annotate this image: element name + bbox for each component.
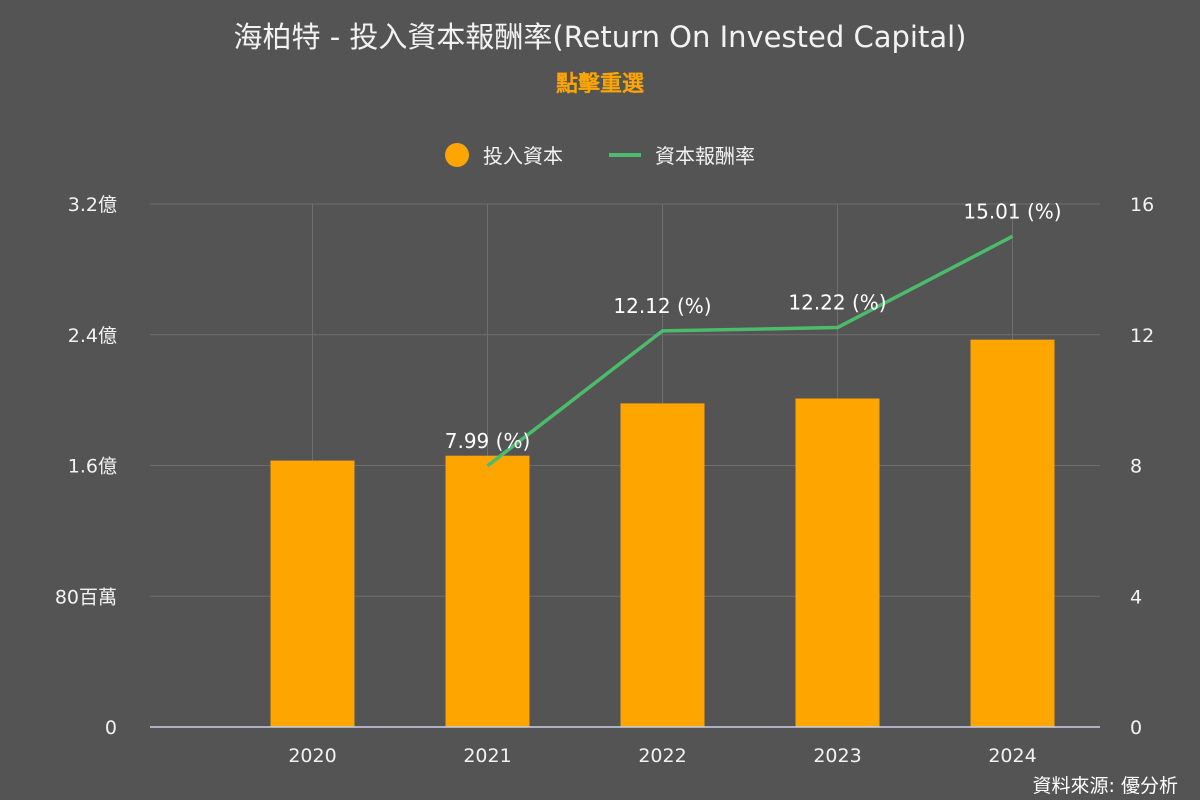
y-left-tick-label: 80百萬 — [55, 586, 117, 608]
roic-data-label: 15.01 (%) — [963, 199, 1061, 223]
bar-2020 — [270, 460, 355, 727]
bar-series-swatch-icon — [445, 142, 469, 167]
roic-data-label: 12.12 (%) — [613, 294, 711, 318]
line-series-swatch-icon — [609, 152, 641, 157]
legend-label-roic: 資本報酬率 — [655, 144, 755, 168]
roic-data-label: 12.22 (%) — [788, 291, 886, 315]
y-right-tick-label: 8 — [1130, 456, 1142, 478]
x-tick-label: 2024 — [988, 745, 1036, 767]
y-right-tick-label: 12 — [1130, 325, 1154, 347]
chart-legend: 投入資本 資本報酬率 — [0, 140, 1200, 169]
reselect-link[interactable]: 點擊重選 — [555, 72, 644, 97]
x-tick-label: 2020 — [288, 745, 336, 767]
y-left-tick-label: 2.4億 — [68, 325, 117, 347]
y-left-tick-label: 3.2億 — [68, 194, 117, 216]
roic-line — [486, 234, 1014, 468]
roic-data-label: 7.99 (%) — [445, 429, 531, 453]
y-right-tick-label: 4 — [1130, 586, 1142, 608]
bar-2023 — [795, 398, 880, 727]
x-tick-label: 2021 — [463, 745, 511, 767]
legend-label-invested-capital: 投入資本 — [483, 144, 563, 168]
y-left-tick-label: 1.6億 — [68, 456, 117, 478]
legend-item-invested-capital[interactable]: 投入資本 — [445, 140, 563, 169]
x-tick-label: 2022 — [638, 745, 686, 767]
bar-2021 — [445, 455, 530, 727]
y-right-tick-label: 0 — [1130, 717, 1142, 739]
legend-item-roic[interactable]: 資本報酬率 — [609, 140, 755, 169]
y-left-tick-label: 0 — [105, 717, 117, 739]
data-source: 資料來源: 優分析 — [1032, 775, 1178, 797]
chart-title: 海柏特 - 投入資本報酬率(Return On Invested Capital… — [233, 20, 967, 54]
bar-2024 — [970, 339, 1055, 727]
x-tick-label: 2023 — [813, 745, 861, 767]
bar-2022 — [620, 403, 705, 727]
y-right-tick-label: 16 — [1130, 194, 1154, 216]
